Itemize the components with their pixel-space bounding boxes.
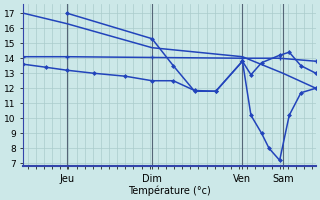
X-axis label: Température (°c): Température (°c)	[128, 185, 211, 196]
